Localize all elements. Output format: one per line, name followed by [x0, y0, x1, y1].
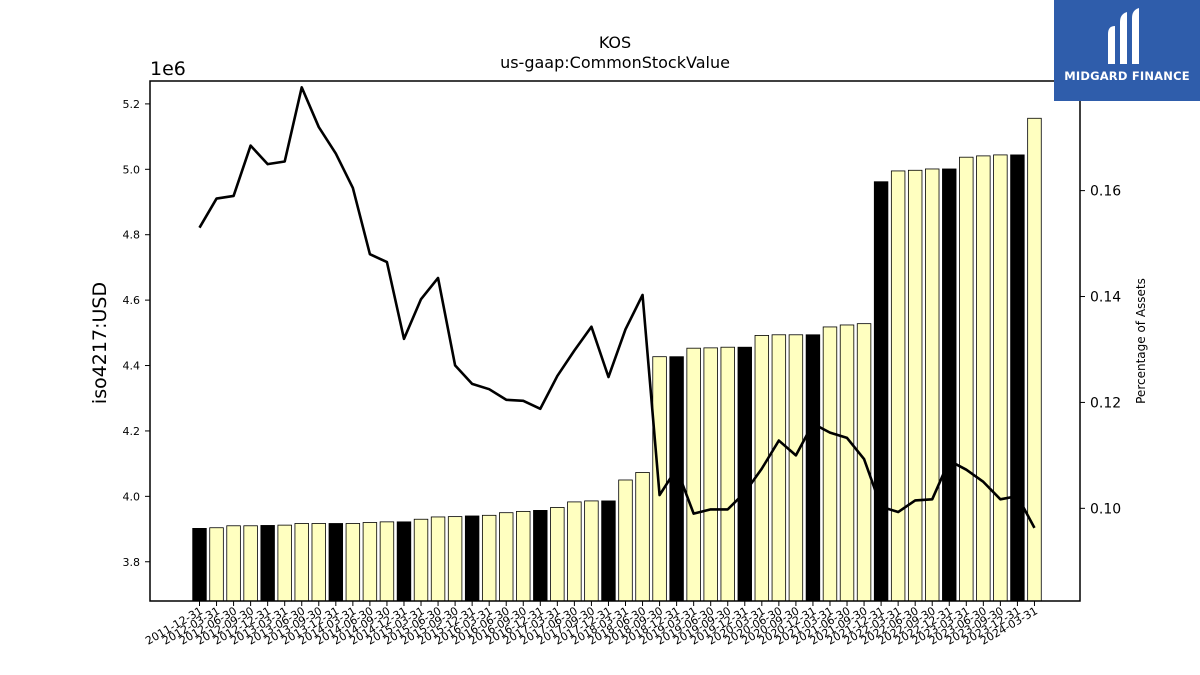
bar: [277, 524, 292, 602]
bar: [362, 522, 378, 602]
bar: [516, 510, 531, 602]
y2-tick-label: 0.16: [1090, 184, 1121, 200]
bar: [328, 523, 344, 602]
bar: [720, 346, 735, 602]
brand-mark-icon: [1108, 8, 1139, 64]
bar: [243, 525, 258, 602]
bar: [618, 479, 633, 602]
bar: [925, 168, 940, 602]
brand-logo: MIDGARD FINANCE: [1054, 0, 1200, 101]
percentage-line: [198, 86, 1036, 529]
y-tick-label: 4.0: [123, 490, 141, 503]
y-tick-label: 4.6: [123, 294, 141, 307]
bar: [907, 169, 923, 602]
bar: [703, 347, 718, 602]
bar: [260, 525, 275, 602]
y-tick-label: 3.8: [123, 556, 141, 569]
bar: [805, 334, 821, 602]
bar: [447, 516, 463, 602]
bar: [430, 516, 446, 602]
bar: [993, 154, 1008, 602]
bar: [550, 507, 565, 602]
bar: [499, 512, 514, 602]
bar: [976, 155, 991, 602]
y-tick-label: 5.2: [123, 98, 141, 111]
bar: [1010, 154, 1025, 602]
bar: [379, 521, 395, 602]
bar: [822, 326, 838, 602]
y-offset-label: 1e6: [150, 58, 186, 80]
bar: [873, 181, 889, 602]
y2-tick-label: 0.10: [1090, 501, 1121, 517]
bar: [294, 523, 309, 602]
y-tick-label: 5.0: [123, 163, 141, 176]
bar: [737, 346, 752, 602]
chart-title: KOS: [599, 33, 631, 52]
bar: [345, 523, 361, 602]
bar: [413, 518, 429, 602]
bar: [771, 334, 787, 602]
bar: [959, 156, 974, 602]
y2-tick-label: 0.12: [1090, 395, 1121, 411]
brand-name: MIDGARD FINANCE: [1064, 69, 1190, 83]
bar: [209, 527, 224, 602]
bar: [584, 500, 599, 602]
bar: [635, 472, 650, 602]
chart-subtitle: us-gaap:CommonStockValue: [500, 53, 730, 72]
bar: [686, 347, 701, 602]
bar: [481, 514, 497, 602]
y2-axis-label: Percentage of Assets: [1134, 278, 1148, 404]
bar: [396, 521, 412, 602]
bar: [652, 356, 667, 602]
y-tick-label: 4.4: [123, 360, 141, 373]
bar: [311, 523, 326, 602]
y-tick-label: 4.2: [123, 425, 141, 438]
plot-frame: [149, 80, 1081, 602]
bar: [890, 170, 906, 602]
y2-tick-label: 0.14: [1090, 290, 1121, 306]
bar: [839, 324, 855, 602]
bar: [788, 334, 804, 602]
y-tick-label: 4.8: [123, 229, 141, 242]
bar: [942, 168, 957, 602]
bar: [601, 500, 616, 602]
bar: [533, 510, 548, 602]
bar: [1027, 117, 1042, 602]
bar: [464, 515, 480, 602]
y-axis-label: iso4217:USD: [89, 282, 111, 404]
bar: [567, 501, 582, 602]
bar: [192, 528, 207, 602]
bar: [226, 525, 241, 602]
